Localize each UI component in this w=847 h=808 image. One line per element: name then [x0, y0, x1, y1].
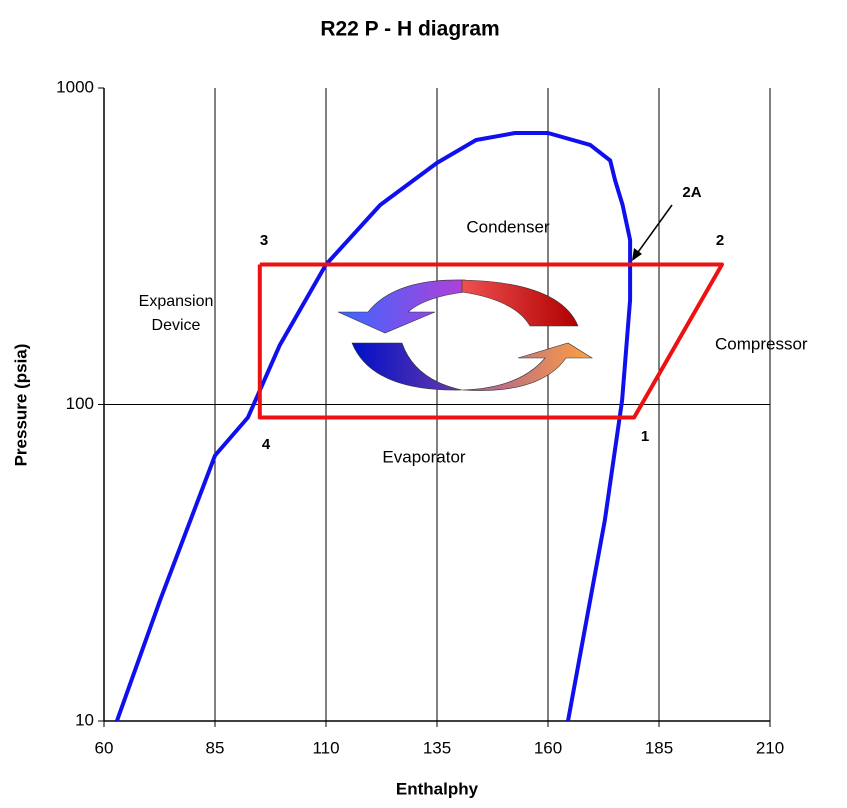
y-tick-label: 1000 [56, 77, 94, 96]
annotation-box: Expansion Device [116, 290, 236, 340]
x-axis-title: Enthalphy [396, 779, 479, 798]
annotation: Compressor [715, 334, 808, 353]
annotation: Condenser [466, 217, 550, 236]
annotation: 2 [716, 232, 724, 249]
x-tick-label: 185 [645, 738, 673, 757]
x-tick-label: 135 [423, 738, 451, 757]
x-tick-label: 160 [534, 738, 562, 757]
cycle-arrows [338, 280, 592, 391]
annotation: Evaporator [382, 447, 465, 466]
y-axis-title: Pressure (psia) [11, 344, 30, 467]
x-tick-label: 110 [312, 738, 339, 757]
arrow-shape [338, 280, 465, 333]
arrow-shape [462, 280, 578, 326]
annotation: 2A [682, 184, 701, 201]
grid [104, 88, 770, 721]
annotation: Expansion Device [131, 290, 221, 338]
chart-title: R22 P - H diagram [320, 18, 499, 41]
x-tick-label: 85 [206, 738, 225, 757]
annotation: 3 [260, 232, 268, 249]
chart: R22 P - H diagram Enthalphy Pressure (ps… [0, 0, 847, 808]
series-line [117, 133, 630, 721]
annotation: 4 [262, 436, 271, 453]
x-tick-label: 210 [756, 738, 784, 757]
pointer-2a [632, 205, 672, 261]
arrow-shape [462, 343, 592, 391]
pointer-line [636, 205, 672, 255]
y-tick-label: 100 [66, 394, 94, 413]
annotation: 1 [641, 428, 649, 445]
arrow-shape [352, 343, 462, 390]
y-tick-label: 10 [75, 710, 94, 729]
x-tick-label: 60 [95, 738, 114, 757]
